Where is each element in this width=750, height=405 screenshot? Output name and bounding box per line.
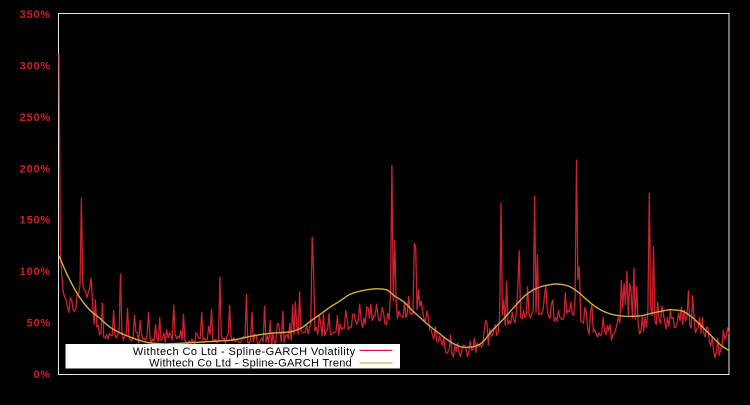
svg-text:Withtech Co Ltd - Spline-GARCH: Withtech Co Ltd - Spline-GARCH Volatilit…: [133, 346, 356, 358]
svg-text:250%: 250%: [20, 112, 51, 124]
svg-text:50%: 50%: [27, 318, 51, 330]
svg-text:Withtech Co Ltd - Spline-GARCH: Withtech Co Ltd - Spline-GARCH Trend: [149, 358, 352, 370]
svg-text:350%: 350%: [20, 9, 51, 21]
svg-text:0%: 0%: [34, 369, 52, 381]
svg-text:100%: 100%: [20, 266, 51, 278]
svg-text:200%: 200%: [20, 163, 51, 175]
svg-text:300%: 300%: [20, 60, 51, 72]
svg-text:150%: 150%: [20, 215, 51, 227]
